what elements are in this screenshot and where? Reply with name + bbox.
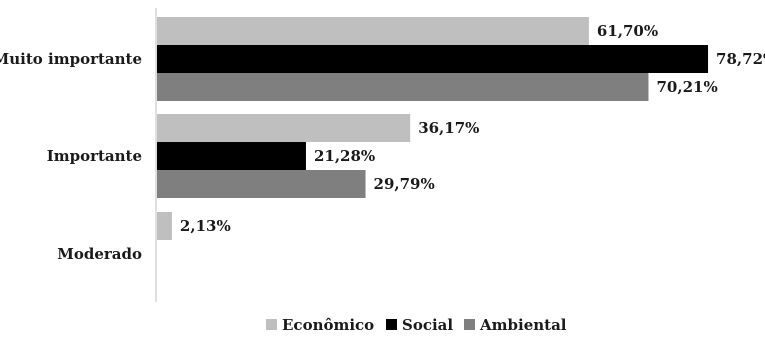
data-label-economico-moderado: 2,13% bbox=[180, 217, 231, 235]
bar-social-importante bbox=[157, 142, 306, 170]
category-label-importante: Importante bbox=[47, 147, 142, 165]
legend-label-ambiental: Ambiental bbox=[479, 316, 567, 334]
legend: Econômico Social Ambiental bbox=[266, 316, 567, 334]
legend-label-social: Social bbox=[402, 316, 453, 334]
bar-ambiental-muito-importante bbox=[157, 73, 649, 101]
data-label-economico-muito-importante: 61,70% bbox=[597, 22, 658, 40]
data-labels: 61,70% 78,72% 70,21% 36,17% 21,28% 29,79% 2,13… bbox=[180, 22, 765, 235]
bars bbox=[157, 17, 709, 240]
data-label-ambiental-muito-importante: 70,21% bbox=[656, 78, 717, 96]
legend-swatch-ambiental bbox=[464, 319, 475, 330]
data-label-ambiental-importante: 29,79% bbox=[374, 175, 435, 193]
legend-swatch-social bbox=[386, 319, 397, 330]
category-label-muito-importante: Muito importante bbox=[0, 50, 142, 68]
data-label-social-muito-importante: 78,72% bbox=[716, 50, 765, 68]
bar-economico-muito-importante bbox=[157, 17, 589, 45]
data-label-social-importante: 21,28% bbox=[314, 147, 375, 165]
bar-social-muito-importante bbox=[157, 45, 709, 73]
bar-economico-importante bbox=[157, 114, 411, 142]
bar-ambiental-importante bbox=[157, 170, 366, 198]
data-label-economico-importante: 36,17% bbox=[418, 119, 479, 137]
legend-label-economico: Econômico bbox=[282, 316, 374, 334]
category-labels: Muito importante Importante Moderado bbox=[0, 50, 142, 263]
bar-economico-moderado bbox=[157, 212, 172, 240]
category-label-moderado: Moderado bbox=[57, 245, 142, 263]
legend-swatch-economico bbox=[266, 319, 277, 330]
